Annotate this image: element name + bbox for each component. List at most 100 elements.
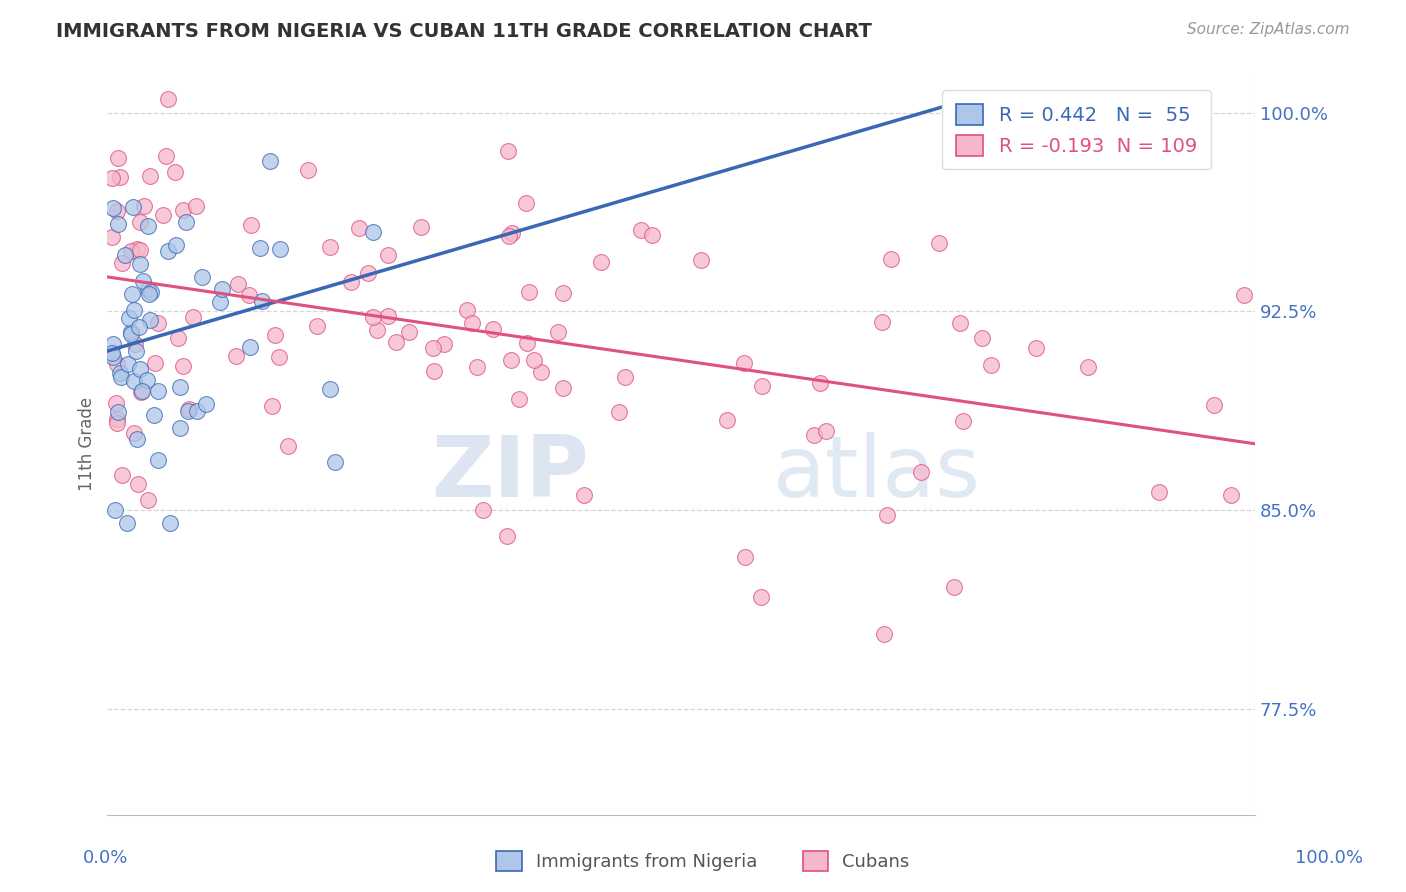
Point <box>110 369 132 384</box>
Text: Source: ZipAtlas.com: Source: ZipAtlas.com <box>1187 22 1350 37</box>
Point <box>870 315 893 329</box>
Point <box>574 488 596 502</box>
Point <box>191 269 214 284</box>
Point <box>129 384 152 399</box>
Point <box>174 214 197 228</box>
Point <box>156 93 179 107</box>
Point <box>689 252 711 267</box>
Point <box>498 229 520 244</box>
Text: ZIP: ZIP <box>432 432 589 515</box>
Point <box>117 357 139 371</box>
Point <box>132 274 155 288</box>
Point <box>155 149 177 163</box>
Point <box>176 404 198 418</box>
Point <box>117 516 139 531</box>
Point <box>122 200 145 214</box>
Point <box>139 313 162 327</box>
Point <box>157 244 180 258</box>
Point <box>108 169 131 184</box>
Point <box>815 424 838 438</box>
Point <box>105 203 128 218</box>
Point <box>481 322 503 336</box>
Point <box>132 199 155 213</box>
Point <box>422 341 444 355</box>
Point <box>195 397 218 411</box>
Point <box>139 169 162 183</box>
Point <box>508 392 530 406</box>
Point <box>105 357 128 371</box>
Point <box>100 346 122 360</box>
Point <box>111 256 134 270</box>
Text: IMMIGRANTS FROM NIGERIA VS CUBAN 11TH GRADE CORRELATION CHART: IMMIGRANTS FROM NIGERIA VS CUBAN 11TH GR… <box>56 22 872 41</box>
Point <box>120 244 142 259</box>
Point <box>166 331 188 345</box>
Point <box>169 421 191 435</box>
Point <box>1233 287 1256 301</box>
Point <box>128 319 150 334</box>
Point <box>614 369 637 384</box>
Point <box>107 151 129 165</box>
Point <box>277 438 299 452</box>
Point <box>263 327 285 342</box>
Point <box>121 286 143 301</box>
Point <box>108 366 131 380</box>
Point <box>101 350 124 364</box>
Point <box>107 404 129 418</box>
Point <box>910 465 932 479</box>
Point <box>1025 341 1047 355</box>
Point <box>135 373 157 387</box>
Point <box>104 396 127 410</box>
Point <box>107 217 129 231</box>
Point <box>249 241 271 255</box>
Point <box>751 378 773 392</box>
Point <box>471 503 494 517</box>
Point <box>138 493 160 508</box>
Point <box>1077 359 1099 374</box>
Point <box>169 379 191 393</box>
Point <box>347 220 370 235</box>
Point <box>972 330 994 344</box>
Point <box>101 201 124 215</box>
Point <box>749 590 772 604</box>
Point <box>952 414 974 428</box>
Point <box>122 375 145 389</box>
Point <box>876 508 898 522</box>
Point <box>519 285 541 299</box>
Point <box>357 266 380 280</box>
Point <box>177 402 200 417</box>
Point <box>184 199 207 213</box>
Point <box>734 549 756 564</box>
Point <box>810 376 832 390</box>
Point <box>159 516 181 531</box>
Legend: R = 0.442   N =  55, R = -0.193  N = 109: R = 0.442 N = 55, R = -0.193 N = 109 <box>942 90 1211 169</box>
Point <box>183 310 205 324</box>
Point <box>122 426 145 441</box>
Point <box>377 248 399 262</box>
Point <box>129 257 152 271</box>
Point <box>105 411 128 425</box>
Point <box>928 236 950 251</box>
Point <box>433 336 456 351</box>
Point <box>269 350 291 364</box>
Point <box>250 294 273 309</box>
Point <box>146 453 169 467</box>
Point <box>225 349 247 363</box>
Point <box>136 219 159 233</box>
Point <box>461 316 484 330</box>
Point <box>385 335 408 350</box>
Point <box>529 365 551 379</box>
Point <box>523 352 546 367</box>
Point <box>239 340 262 354</box>
Point <box>209 295 232 310</box>
Point <box>411 219 433 234</box>
Point <box>118 311 141 326</box>
Point <box>323 455 346 469</box>
Point <box>172 203 194 218</box>
Point <box>114 248 136 262</box>
Point <box>516 336 538 351</box>
Point <box>125 344 148 359</box>
Point <box>398 325 420 339</box>
Point <box>589 255 612 269</box>
Point <box>1219 488 1241 502</box>
Point <box>139 285 162 299</box>
